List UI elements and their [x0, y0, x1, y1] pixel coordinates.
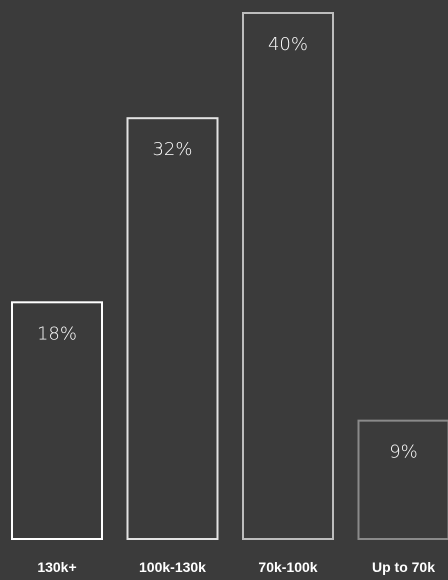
data-label: 40% — [268, 34, 308, 55]
bar-70k-100k — [242, 12, 334, 540]
category-labels-group: 130k+ 100k-130k 70k-100k Up to 70k — [37, 559, 435, 575]
bar-up-to-70k — [357, 419, 448, 540]
bars-group — [11, 12, 448, 540]
data-label: 32% — [152, 139, 192, 160]
category-label: Up to 70k — [372, 559, 435, 575]
category-label: 130k+ — [37, 559, 76, 575]
category-label: 100k-130k — [139, 559, 206, 575]
value-labels-group: 18% 32% 40% 9% — [37, 34, 418, 463]
bar-100k-130k — [126, 117, 219, 540]
category-label: 70k-100k — [258, 559, 317, 575]
data-label: 9% — [389, 442, 418, 463]
bar-130k- — [11, 301, 103, 540]
data-label: 18% — [37, 323, 77, 344]
